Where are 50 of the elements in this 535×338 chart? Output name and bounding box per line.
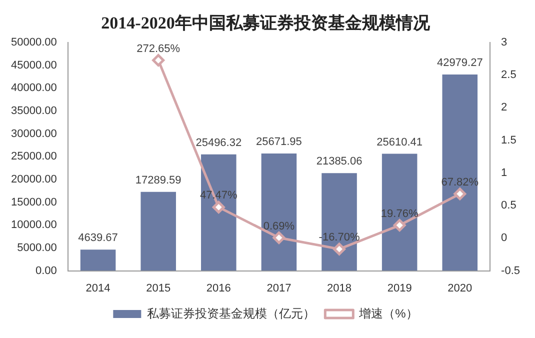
x-tick-label: 2014 [86, 282, 110, 294]
bar [442, 74, 478, 271]
bar [261, 154, 297, 271]
x-tick-label: 2017 [266, 282, 292, 294]
data-label: 4639.67 [78, 232, 118, 244]
data-label: 0.69% [263, 220, 295, 232]
data-label: 17289.59 [135, 174, 182, 186]
y-tick-label: 25000.00 [10, 150, 57, 163]
bar [382, 154, 418, 271]
bar [201, 154, 236, 271]
point [454, 188, 466, 200]
y2-tick-label: 1 [501, 166, 508, 179]
x-tick-label: 2016 [206, 282, 231, 294]
y2-tick-label: 2.5 [501, 69, 516, 82]
point [272, 231, 286, 244]
x-tick-label: 2019 [387, 282, 412, 294]
point [393, 219, 406, 232]
legend-label: 增速（%） [358, 306, 418, 320]
point [333, 242, 346, 256]
y2-tick-label: 0.5 [501, 200, 516, 212]
data-label: 25671.95 [256, 136, 302, 148]
data-label: 272.65% [136, 42, 180, 55]
point [152, 54, 165, 66]
x-tick-label: 2015 [146, 282, 171, 294]
y2-tick-label: 1.5 [501, 134, 516, 146]
chart-title: 2014-2020年中国私募证券投资基金规模情况 [101, 14, 431, 33]
data-label: 25496.32 [196, 136, 242, 149]
y-tick-label: 35000.00 [10, 104, 57, 117]
data-label: 25610.41 [376, 136, 423, 148]
y2-tick-label: 3 [501, 36, 508, 48]
bar [140, 192, 176, 271]
x-tick-label: 2020 [448, 282, 472, 294]
y-tick-label: 0.00 [35, 264, 57, 277]
y-tick-label: 20000.00 [10, 173, 57, 186]
y-tick-label: 30000.00 [10, 128, 57, 140]
data-label: 21385.06 [316, 156, 362, 168]
point [212, 200, 225, 214]
y-tick-label: 40000.00 [10, 82, 57, 94]
y2-tick-label: -0.5 [501, 264, 520, 277]
y-tick-label: 15000.00 [10, 196, 57, 208]
y2-tick-label: 0 [501, 232, 508, 244]
data-label: 42979.27 [436, 57, 483, 69]
y2-tick-label: 2 [501, 102, 508, 114]
y-tick-label: 50000.00 [10, 36, 57, 48]
legend-label: 私募证券投资基金规模（亿元） [147, 306, 316, 320]
y-tick-label: 45000.00 [10, 59, 57, 72]
bar [80, 250, 116, 271]
y-tick-label: 10000.00 [10, 219, 57, 232]
x-tick-label: 2018 [327, 282, 352, 294]
y-tick-label: 5000.00 [17, 242, 57, 254]
